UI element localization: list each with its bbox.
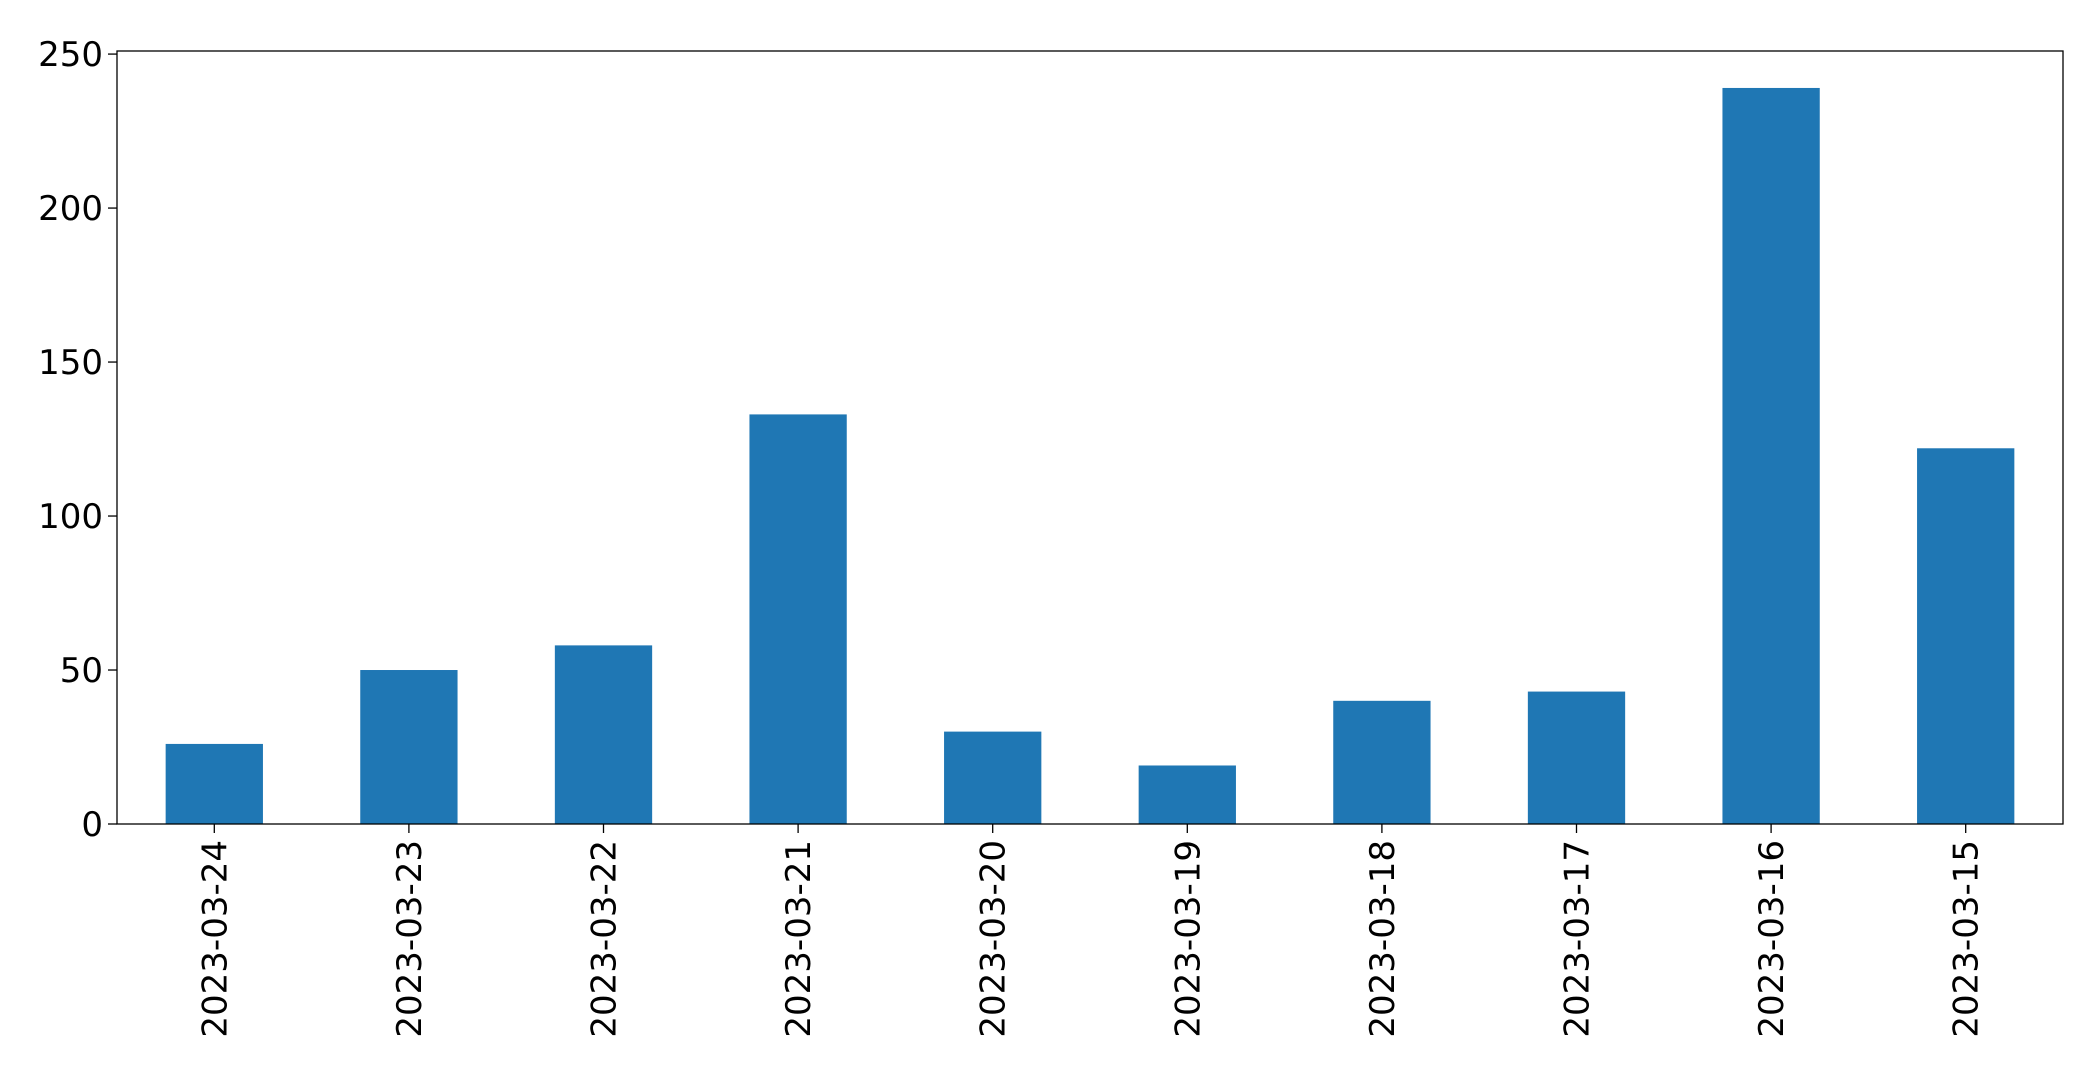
bar <box>1138 765 1236 824</box>
bar <box>749 414 847 824</box>
plot-frame <box>116 50 2064 825</box>
x-tick-label: 2023-03-23 <box>390 840 430 1038</box>
y-tick-label: 0 <box>81 805 103 845</box>
x-tick-label: 2023-03-21 <box>779 840 819 1038</box>
x-tick-label: 2023-03-16 <box>1752 840 1792 1038</box>
y-tick-label: 150 <box>38 343 103 383</box>
y-tick-label: 50 <box>60 651 103 691</box>
x-tick-label: 2023-03-20 <box>974 840 1014 1038</box>
x-tick-label: 2023-03-18 <box>1363 840 1403 1038</box>
bar <box>360 670 458 824</box>
bar <box>1333 700 1431 824</box>
x-tick-label: 2023-03-17 <box>1558 840 1598 1038</box>
y-tick-label: 250 <box>38 35 103 75</box>
bar <box>554 645 653 824</box>
x-tick-label: 2023-03-19 <box>1168 840 1208 1038</box>
bar <box>1917 448 2015 824</box>
x-tick-label: 2023-03-22 <box>585 840 625 1038</box>
x-tick-label: 2023-03-15 <box>1947 840 1987 1038</box>
y-tick-label: 200 <box>38 189 103 229</box>
bar <box>1722 87 1820 824</box>
bar <box>165 743 263 824</box>
x-tick-label: 2023-03-24 <box>195 840 235 1038</box>
bar <box>1527 691 1626 824</box>
y-tick-label: 100 <box>38 497 103 537</box>
bar <box>944 731 1042 824</box>
